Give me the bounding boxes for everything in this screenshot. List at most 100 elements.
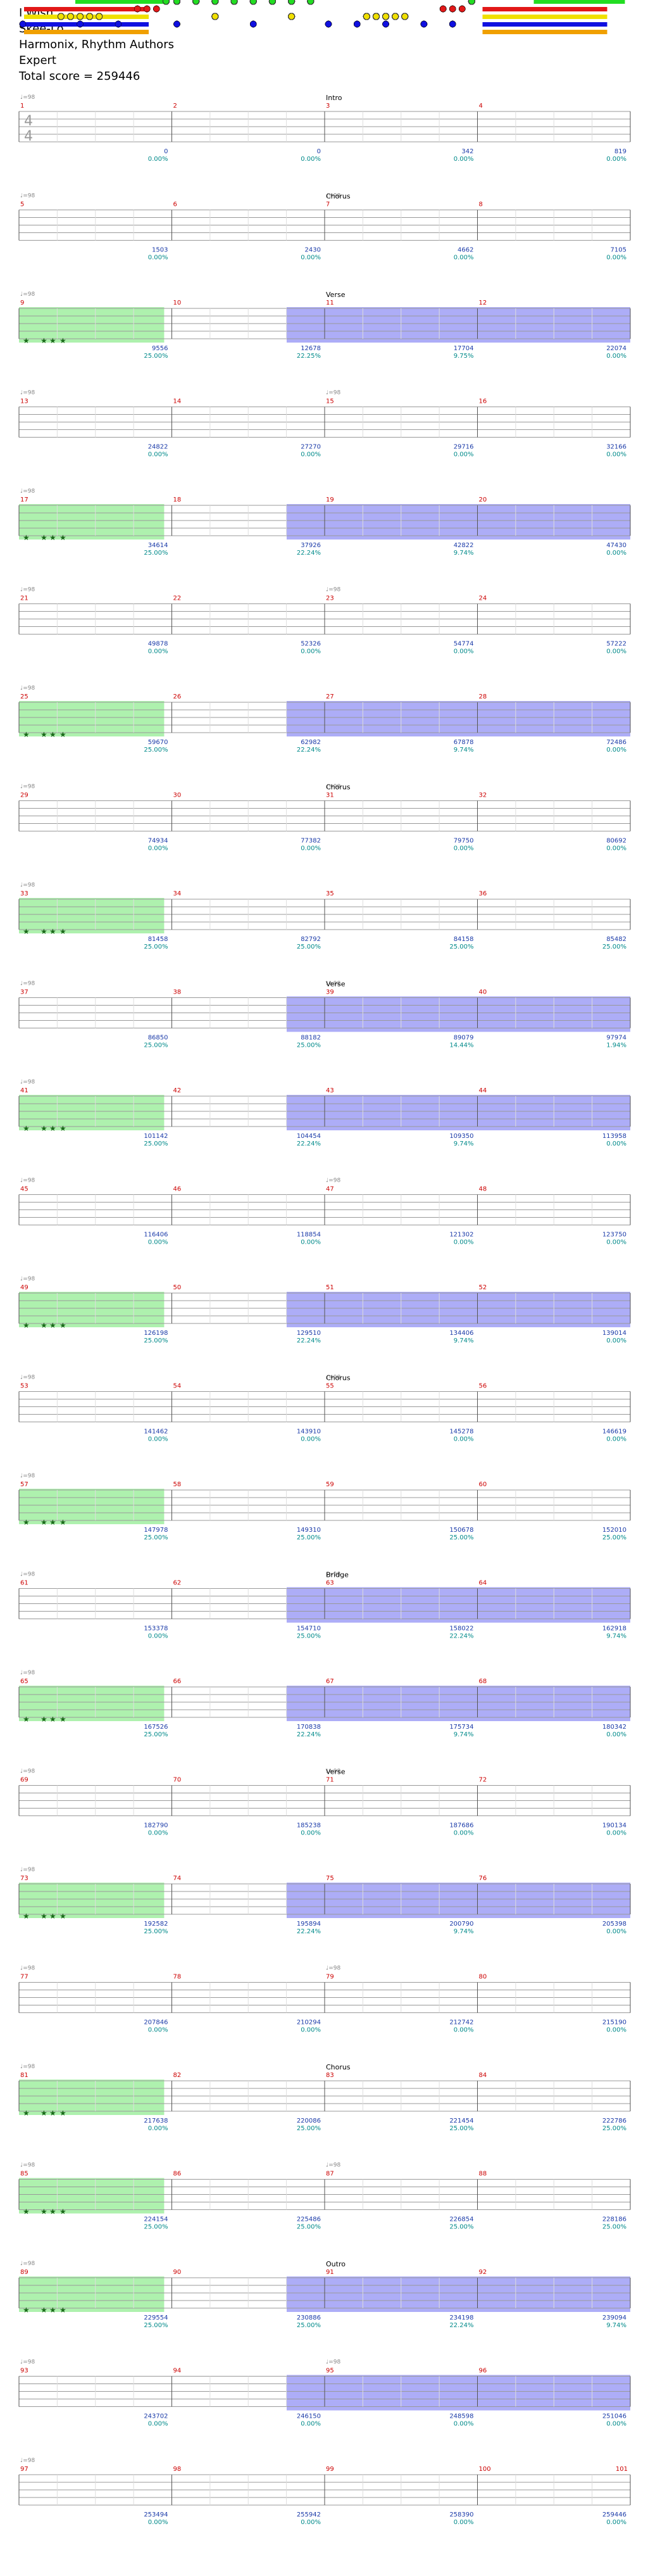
kick-note xyxy=(19,20,27,28)
measure-percent: 0.00% xyxy=(606,2519,626,2526)
solo-region xyxy=(287,1686,630,1721)
measure-number: 55 xyxy=(326,1383,334,1390)
measure-percent: 0.00% xyxy=(606,353,626,360)
star-icon: ★ xyxy=(49,1518,56,1527)
measure-score: 1503 xyxy=(152,247,168,254)
measure-number: 43 xyxy=(326,1087,334,1094)
measure-percent: 25.00% xyxy=(144,1140,168,1147)
kick-note xyxy=(173,20,180,28)
measure-percent: 0.00% xyxy=(301,451,321,458)
measure-score: 195894 xyxy=(297,1921,321,1928)
measure-number: 18 xyxy=(173,496,182,503)
starpower-region xyxy=(19,701,165,736)
measure-number: 53 xyxy=(20,1383,28,1390)
sustain-bar xyxy=(75,0,166,4)
measure-score: 118854 xyxy=(297,1232,321,1239)
measure-score: 200790 xyxy=(449,1921,473,1928)
measure-score: 192582 xyxy=(144,1921,168,1928)
measure-score: 86850 xyxy=(148,1035,168,1042)
solo-region xyxy=(287,1587,630,1623)
measure-score: 84158 xyxy=(454,936,474,943)
solo-region xyxy=(287,504,630,540)
measure-number: 79 xyxy=(326,1974,334,1981)
measure-number: 99 xyxy=(326,2466,334,2473)
star-icon: ★ xyxy=(49,533,56,542)
measure-score: 220086 xyxy=(297,2118,321,2125)
tempo-marker: ♩=98 xyxy=(326,587,341,593)
cymbal-note xyxy=(249,0,257,5)
starpower-region xyxy=(19,898,165,933)
measure-number: 74 xyxy=(173,1875,182,1882)
measure-score: 9556 xyxy=(152,345,168,352)
measure-score: 212742 xyxy=(449,2019,473,2026)
star-icon: ★ xyxy=(59,2306,66,2314)
measure-score: 221454 xyxy=(449,2118,473,2125)
measure-percent: 25.00% xyxy=(297,1534,321,1541)
measure-score: 253494 xyxy=(144,2511,168,2518)
tempo-marker: ♩=98 xyxy=(20,1276,35,1282)
star-icon: ★ xyxy=(40,2109,47,2118)
section-label: Chorus xyxy=(326,193,351,201)
hihat-note xyxy=(392,13,399,20)
star-icon: ★ xyxy=(23,2207,30,2216)
section-label: Outro xyxy=(326,2260,346,2268)
tempo-marker: ♩=98 xyxy=(20,1867,35,1873)
measure-score: 234198 xyxy=(449,2314,473,2321)
measure-score: 342 xyxy=(461,148,473,155)
sustain-bar xyxy=(533,0,625,4)
measure-score: 228186 xyxy=(602,2216,626,2223)
measure-percent: 25.00% xyxy=(297,2125,321,2132)
measure-score: 49878 xyxy=(148,641,168,648)
measure-percent: 0.00% xyxy=(301,648,321,655)
measure-score: 226854 xyxy=(449,2216,473,2223)
measure-score: 230886 xyxy=(297,2314,321,2321)
measure-number: 39 xyxy=(326,989,334,996)
star-icon: ★ xyxy=(23,1518,30,1527)
measure-number: 38 xyxy=(173,989,182,996)
measure-percent: 0.00% xyxy=(454,2519,474,2526)
measure-percent: 0.00% xyxy=(301,1830,321,1837)
measure-number: 26 xyxy=(173,693,182,700)
measure-score: 141462 xyxy=(144,1429,168,1436)
kick-note xyxy=(115,20,122,28)
sustain-bar xyxy=(482,22,608,27)
measure-percent: 25.00% xyxy=(602,1534,626,1541)
measure-percent: 25.00% xyxy=(144,2224,168,2231)
measure-number: 88 xyxy=(479,2171,487,2178)
measure-score: 145278 xyxy=(449,1429,473,1436)
measure-number: 56 xyxy=(479,1383,487,1390)
star-icon: ★ xyxy=(40,927,47,936)
measure-number: 81 xyxy=(20,2072,28,2079)
star-icon: ★ xyxy=(59,1518,66,1527)
measure-score: 134406 xyxy=(449,1330,473,1337)
sustain-bar xyxy=(24,30,149,34)
measure-number: 17 xyxy=(20,496,28,503)
measure-score: 22074 xyxy=(606,345,626,352)
measure-percent: 0.00% xyxy=(606,451,626,458)
cymbal-note xyxy=(468,0,475,5)
measure-number: 45 xyxy=(20,1186,28,1193)
measure-percent: 0.00% xyxy=(301,1436,321,1443)
measure-number: 82 xyxy=(173,2072,182,2079)
measure-number: 3 xyxy=(326,103,330,110)
measure-percent: 0.00% xyxy=(606,648,626,655)
measure-percent: 22.24% xyxy=(297,1928,321,1935)
measure-number: 67 xyxy=(326,1678,334,1685)
measure-score: 259446 xyxy=(602,2511,626,2518)
snare-note xyxy=(134,5,141,13)
measure-number: 14 xyxy=(173,398,182,405)
hihat-note xyxy=(372,13,380,20)
sustain-bar xyxy=(482,15,608,19)
measure-number: 44 xyxy=(479,1087,487,1094)
section-label: Bridge xyxy=(326,1571,349,1579)
measure-number: 4 xyxy=(479,103,483,110)
star-icon: ★ xyxy=(59,533,66,542)
measure-number: 59 xyxy=(326,1481,334,1488)
measure-percent: 25.00% xyxy=(144,1337,168,1344)
measure-number: 36 xyxy=(479,890,487,897)
measure-score: 146619 xyxy=(602,1429,626,1436)
measure-number: 73 xyxy=(20,1875,28,1882)
measure-percent: 0.00% xyxy=(606,1928,626,1935)
starpower-region xyxy=(19,1489,165,1524)
measure-percent: 0.00% xyxy=(301,156,321,163)
